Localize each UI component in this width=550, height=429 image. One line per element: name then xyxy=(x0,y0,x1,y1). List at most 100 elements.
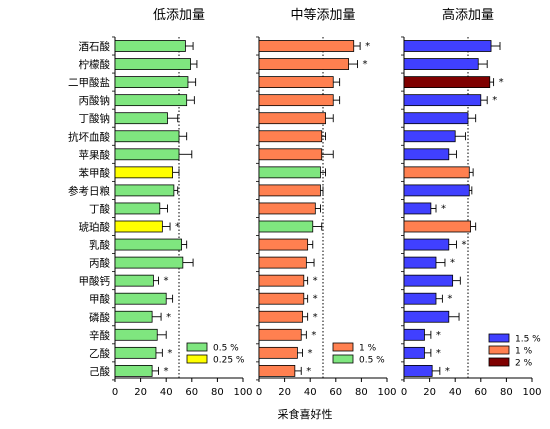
bar xyxy=(403,58,479,70)
x-tick-label: 80 xyxy=(500,387,513,398)
legend-swatch xyxy=(332,342,354,352)
bar xyxy=(114,130,180,143)
bar xyxy=(258,112,326,125)
bar xyxy=(114,58,191,70)
category-label: 丁酸钠 xyxy=(79,112,111,125)
category-label: 酒石酸 xyxy=(79,40,111,53)
x-tick-label: 100 xyxy=(522,387,541,398)
bar xyxy=(403,220,471,233)
bar xyxy=(258,220,314,233)
bar xyxy=(403,256,437,269)
category-label: 琥珀酸 xyxy=(79,221,111,234)
bar xyxy=(403,292,437,305)
category-label: 二甲酸盐 xyxy=(68,76,110,89)
significance-star: * xyxy=(445,366,450,377)
category-label: 乙酸 xyxy=(89,347,110,360)
category-label: 丙酸 xyxy=(89,257,110,270)
category-label: 参考日粮 xyxy=(68,184,110,197)
category-label: 苹果酸 xyxy=(79,148,111,161)
bar xyxy=(403,112,469,125)
legend-swatch xyxy=(488,357,510,367)
legend-label: 0.5 % xyxy=(213,344,239,354)
bar xyxy=(403,328,425,341)
x-tick-label: 0 xyxy=(112,387,118,398)
significance-star: * xyxy=(308,348,313,359)
bar xyxy=(114,184,175,197)
bar xyxy=(114,112,168,125)
bar xyxy=(114,238,182,251)
significance-star: * xyxy=(363,59,368,70)
bar xyxy=(114,292,167,305)
legend-label: 1 % xyxy=(359,344,377,354)
bar xyxy=(258,184,321,197)
bar xyxy=(258,94,334,107)
bar xyxy=(258,76,334,88)
category-label: 己酸 xyxy=(89,365,110,378)
bar xyxy=(114,346,157,359)
panel-title: 高添加量 xyxy=(442,7,494,23)
panel-title: 低添加量 xyxy=(153,8,205,23)
x-tick-label: 100 xyxy=(233,387,252,398)
legend-label: 1 % xyxy=(515,347,533,357)
bar xyxy=(258,238,309,251)
bar xyxy=(403,94,482,107)
x-tick-label: 20 xyxy=(278,387,291,398)
x-tick-label: 60 xyxy=(329,387,342,398)
x-axis-label: 采食喜好性 xyxy=(278,407,333,421)
x-tick-label: 80 xyxy=(355,387,368,398)
bar xyxy=(258,166,321,179)
bar xyxy=(114,364,153,377)
bar xyxy=(258,256,307,269)
bar xyxy=(258,40,355,52)
significance-star: * xyxy=(313,312,318,323)
significance-star: * xyxy=(167,348,172,359)
bar xyxy=(403,364,433,377)
bar xyxy=(403,166,470,179)
category-label: 丁酸 xyxy=(89,202,110,215)
significance-star: * xyxy=(441,203,446,214)
significance-star: * xyxy=(447,294,452,305)
significance-star: * xyxy=(164,366,169,377)
bar xyxy=(403,346,425,359)
significance-star: * xyxy=(499,77,504,88)
x-tick-label: 40 xyxy=(449,387,462,398)
category-label: 丙酸钠 xyxy=(79,94,111,107)
x-tick-label: 0 xyxy=(256,387,262,398)
bar xyxy=(403,274,454,287)
legend-swatch xyxy=(488,333,510,343)
x-tick-label: 40 xyxy=(160,387,173,398)
x-tick-label: 20 xyxy=(134,387,147,398)
legend-swatch xyxy=(488,345,510,355)
legend-swatch xyxy=(186,342,208,352)
panel-title: 中等添加量 xyxy=(290,7,355,23)
bar xyxy=(403,238,450,251)
bar xyxy=(114,220,163,233)
bar xyxy=(258,328,302,341)
category-label: 辛酸 xyxy=(89,329,110,342)
bar xyxy=(258,58,349,70)
significance-star: * xyxy=(461,240,466,251)
significance-star: * xyxy=(306,366,311,377)
bar xyxy=(403,40,492,52)
significance-star: * xyxy=(313,276,318,287)
category-label: 苯甲酸 xyxy=(79,166,111,179)
bar xyxy=(114,148,180,161)
category-label: 抗坏血酸 xyxy=(68,130,110,143)
bar xyxy=(403,202,432,215)
bar xyxy=(403,184,470,197)
bar xyxy=(258,364,296,377)
bar xyxy=(114,166,173,179)
bar xyxy=(114,328,158,341)
significance-star: * xyxy=(164,276,169,287)
category-label: 乳酸 xyxy=(89,239,110,252)
significance-star: * xyxy=(313,294,318,305)
x-tick-label: 0 xyxy=(401,387,407,398)
bar xyxy=(258,274,305,287)
bar xyxy=(114,310,153,323)
significance-star: * xyxy=(311,330,316,341)
significance-star: * xyxy=(365,41,370,52)
bar xyxy=(258,346,298,359)
bar xyxy=(403,148,450,161)
x-tick-label: 60 xyxy=(474,387,487,398)
